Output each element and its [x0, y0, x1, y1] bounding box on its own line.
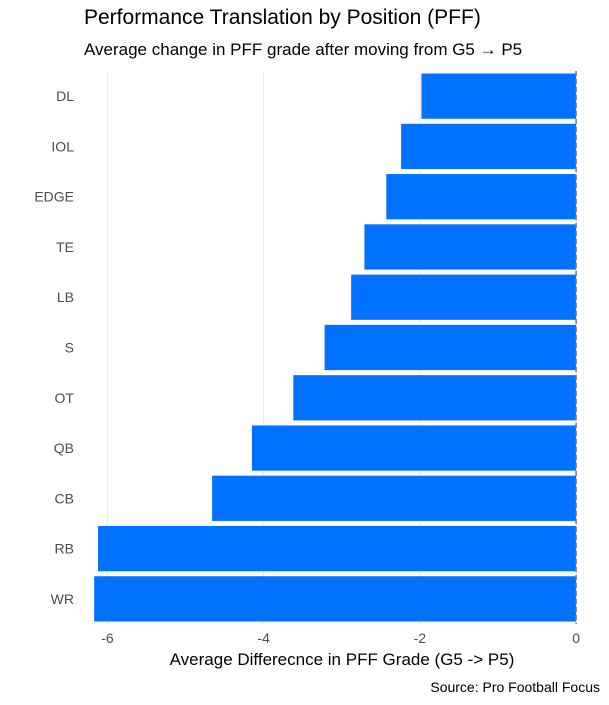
- x-axis-title: Average Differecnce in PFF Grade (G5 -> …: [169, 650, 515, 669]
- y-tick-label-ot: OT: [55, 390, 75, 406]
- y-tick-label-dl: DL: [56, 88, 74, 104]
- y-tick-label-cb: CB: [55, 490, 74, 506]
- bars: [94, 73, 577, 622]
- bar-te: [364, 224, 577, 270]
- chart-subtitle: Average change in PFF grade after moving…: [84, 40, 523, 59]
- bar-qb: [251, 425, 577, 471]
- bar-cb: [212, 475, 577, 521]
- y-axis-tick-labels: DL IOL EDGE TE LB S OT QB CB RB WR: [34, 88, 74, 607]
- x-tick-label-2: -2: [414, 630, 427, 646]
- y-tick-label-edge: EDGE: [34, 189, 74, 205]
- y-tick-label-rb: RB: [55, 541, 74, 557]
- x-tick-label-0: -6: [101, 630, 114, 646]
- chart-title: Performance Translation by Position (PFF…: [84, 6, 481, 29]
- x-axis-tick-labels: -6 -4 -2 0: [101, 630, 580, 646]
- y-tick-label-qb: QB: [54, 440, 74, 456]
- x-tick-label-1: -4: [257, 630, 270, 646]
- y-tick-label-wr: WR: [51, 591, 74, 607]
- x-tick-label-3: 0: [572, 630, 580, 646]
- y-tick-label-lb: LB: [57, 289, 74, 305]
- bar-wr: [94, 576, 577, 622]
- y-tick-label-s: S: [65, 340, 74, 356]
- bar-ot: [293, 375, 577, 421]
- bar-dl: [421, 73, 577, 119]
- y-tick-label-te: TE: [56, 239, 74, 255]
- bar-lb: [351, 274, 577, 320]
- bar-iol: [401, 123, 577, 170]
- y-tick-label-iol: IOL: [51, 138, 74, 154]
- source-caption: Source: Pro Football Focus: [430, 679, 600, 695]
- bar-edge: [386, 174, 577, 220]
- bar-s: [324, 324, 577, 371]
- bar-rb: [98, 525, 577, 572]
